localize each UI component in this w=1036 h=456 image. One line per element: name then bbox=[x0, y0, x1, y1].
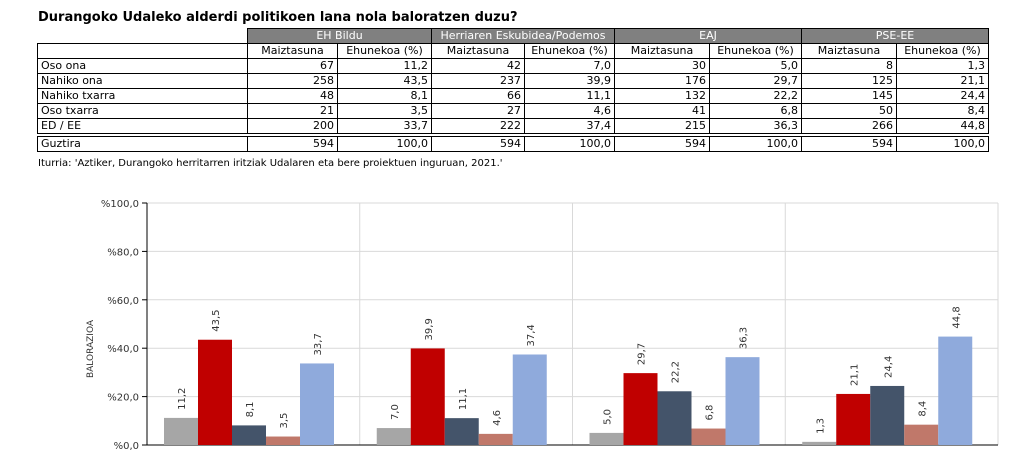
party-header: EAJ bbox=[614, 28, 802, 44]
table-cell: 125 bbox=[801, 73, 897, 89]
bar bbox=[198, 339, 232, 445]
party-header: Herriaren Eskubidea/Podemos bbox=[431, 28, 615, 44]
table-cell: 43,5 bbox=[337, 73, 432, 89]
data-label: 4,6 bbox=[492, 410, 503, 426]
col-header: Ehunekoa (%) bbox=[896, 43, 989, 59]
data-label: 24,4 bbox=[883, 356, 894, 378]
bar bbox=[589, 432, 624, 445]
y-tick-label: %40,0 bbox=[107, 344, 139, 355]
y-tick-label: %0,0 bbox=[114, 441, 139, 452]
bar bbox=[623, 373, 658, 445]
y-tick-label: %80,0 bbox=[107, 247, 139, 258]
data-label: 8,1 bbox=[245, 401, 256, 417]
data-label: 33,7 bbox=[313, 333, 324, 355]
table-cell: 594 bbox=[431, 136, 525, 152]
y-axis-label: BALORAZIOA bbox=[86, 319, 96, 378]
table-row: Oso ona 67 11,2 42 7,0 30 5,0 8 1,3 bbox=[37, 58, 989, 74]
data-label: 7,0 bbox=[390, 404, 401, 420]
bar bbox=[376, 428, 411, 445]
bar bbox=[938, 336, 973, 445]
bar bbox=[725, 357, 760, 445]
table-cell: 100,0 bbox=[896, 136, 989, 152]
total-row: Guztira 594 100,0 594 100,0 594 100,0 594 100,0 bbox=[37, 136, 989, 152]
bar bbox=[512, 354, 547, 445]
table-cell: 222 bbox=[431, 118, 525, 134]
table-cell: 11,2 bbox=[337, 58, 432, 74]
table-cell: 594 bbox=[801, 136, 897, 152]
bar bbox=[232, 425, 266, 445]
bar bbox=[904, 424, 939, 445]
data-label: 21,1 bbox=[849, 364, 860, 386]
table-row: Oso txarra 21 3,5 27 4,6 41 6,8 50 8,4 bbox=[37, 103, 989, 119]
table-cell: 100,0 bbox=[524, 136, 615, 152]
table-cell: 594 bbox=[247, 136, 338, 152]
data-label: 5,0 bbox=[603, 409, 614, 425]
bar bbox=[870, 385, 905, 445]
data-label: 36,3 bbox=[739, 327, 750, 349]
bar bbox=[300, 363, 334, 445]
row-label: Guztira bbox=[37, 136, 248, 152]
data-label: 39,9 bbox=[424, 318, 435, 340]
bar bbox=[478, 433, 513, 445]
bar bbox=[691, 428, 726, 445]
party-header: PSE-EE bbox=[801, 28, 989, 44]
table-row: ED / EE 200 33,7 222 37,4 215 36,3 266 44,8 bbox=[37, 118, 989, 134]
table-cell: 21,1 bbox=[896, 73, 989, 89]
data-label: 8,4 bbox=[917, 401, 928, 417]
col-header: Maiztasuna bbox=[801, 43, 897, 59]
col-header: Ehunekoa (%) bbox=[709, 43, 802, 59]
table-cell: 8,1 bbox=[337, 88, 432, 104]
table-cell: 37,4 bbox=[524, 118, 615, 134]
party-header: EH Bildu bbox=[247, 28, 432, 44]
table-cell: 100,0 bbox=[709, 136, 802, 152]
y-tick-label: %20,0 bbox=[107, 393, 139, 404]
bar bbox=[410, 348, 445, 445]
bar bbox=[657, 391, 692, 445]
bar bbox=[444, 418, 479, 445]
y-tick-label: %100,0 bbox=[101, 199, 139, 210]
table-cell: 27 bbox=[431, 103, 525, 119]
corner-cell bbox=[37, 28, 248, 44]
page-title: Durangoko Udaleko alderdi politikoen lan… bbox=[38, 10, 518, 25]
data-label: 37,4 bbox=[526, 324, 537, 346]
data-table: EH Bildu Herriaren Eskubidea/Podemos EAJ… bbox=[37, 28, 989, 152]
bar bbox=[164, 417, 198, 445]
data-label: 44,8 bbox=[951, 306, 962, 328]
bar bbox=[802, 441, 837, 445]
table-cell: 22,2 bbox=[709, 88, 802, 104]
data-label: 1,3 bbox=[815, 418, 826, 434]
data-label: 22,2 bbox=[671, 361, 682, 383]
data-label: 11,2 bbox=[177, 388, 188, 410]
source-note: Iturria: 'Aztiker, Durangoko herritarren… bbox=[38, 158, 503, 169]
col-header: Maiztasuna bbox=[431, 43, 525, 59]
bar bbox=[266, 436, 300, 445]
data-label: 3,5 bbox=[279, 413, 290, 429]
table-cell: 100,0 bbox=[337, 136, 432, 152]
col-header: Ehunekoa (%) bbox=[524, 43, 615, 59]
data-label: 6,8 bbox=[705, 405, 716, 421]
data-label: 29,7 bbox=[637, 343, 648, 365]
data-label: 43,5 bbox=[211, 309, 222, 331]
data-label: 11,1 bbox=[458, 388, 469, 410]
y-tick-label: %60,0 bbox=[107, 296, 139, 307]
bar bbox=[836, 393, 871, 445]
